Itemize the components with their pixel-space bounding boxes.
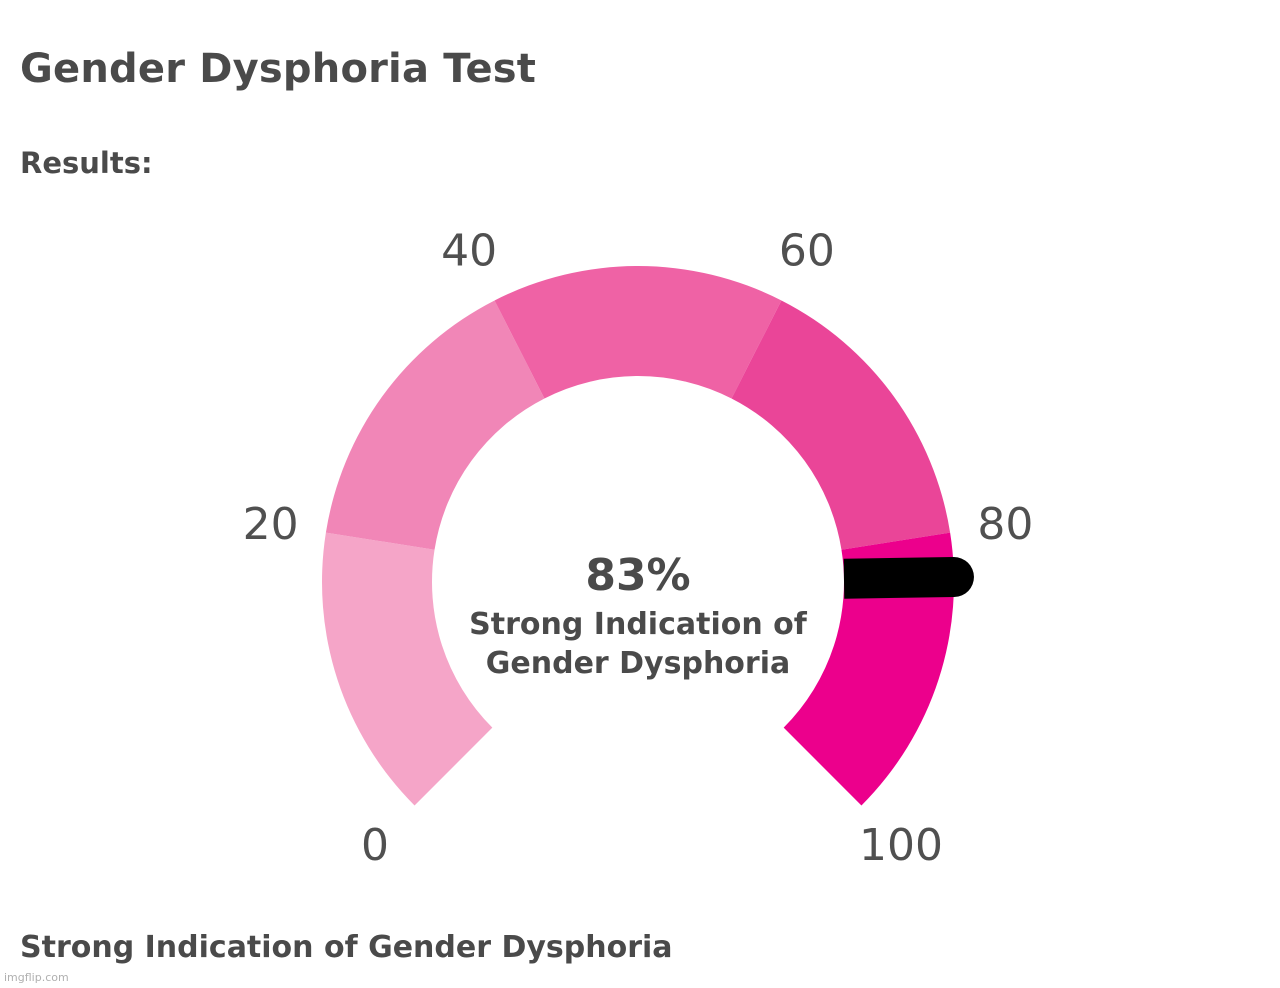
gauge-tick-labels: 0 20 40 60 80 100	[243, 226, 1034, 871]
gauge-tick-label-100: 100	[859, 820, 943, 871]
gauge-caption-line-1: Strong Indication of	[469, 607, 808, 642]
gauge-needle-group	[843, 557, 974, 599]
gauge-band-0	[322, 532, 493, 806]
gauge-tick-label-80: 80	[977, 499, 1033, 550]
gauge-tick-label-40: 40	[441, 226, 497, 277]
gauge-needle	[843, 557, 974, 599]
results-label: Results:	[20, 146, 153, 180]
gauge-caption-line-2: Gender Dysphoria	[486, 646, 790, 681]
gauge-band-4	[783, 532, 954, 806]
gauge-value-label: 83%	[585, 550, 690, 601]
page-title: Gender Dysphoria Test	[20, 46, 537, 92]
watermark: imgflip.com	[4, 971, 69, 984]
gauge-tick-label-60: 60	[779, 226, 835, 277]
gauge-tick-label-0: 0	[361, 820, 389, 871]
gauge-tick-label-20: 20	[243, 499, 299, 550]
result-summary: Strong Indication of Gender Dysphoria	[20, 930, 673, 965]
gauge-band-3	[731, 300, 951, 550]
gauge-band-1	[325, 300, 545, 550]
gauge-band-2	[494, 265, 782, 399]
gauge-bands	[322, 265, 954, 806]
